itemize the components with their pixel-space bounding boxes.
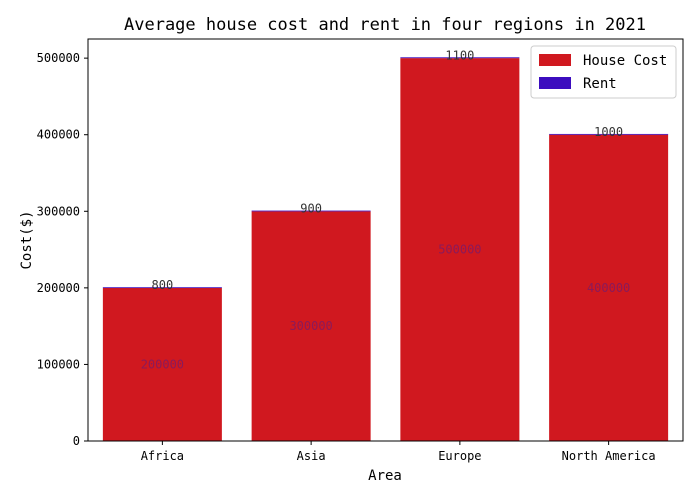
x-tick-label: Africa — [141, 449, 184, 463]
data-label-rent: 1100 — [445, 48, 474, 62]
x-tick-label: Asia — [297, 449, 326, 463]
y-tick-label: 500000 — [37, 51, 80, 65]
y-tick-label: 200000 — [37, 281, 80, 295]
data-label-rent: 900 — [300, 202, 322, 216]
bar-house-cost — [400, 58, 520, 442]
chart-title: Average house cost and rent in four regi… — [124, 15, 646, 35]
data-label-rent: 1000 — [594, 125, 623, 139]
plot-frame — [87, 38, 684, 442]
y-axis-label: Cost($) — [19, 210, 35, 269]
plot-area: 200000 800 Africa 300000 900 Asia 500000 1100 Eu… — [37, 48, 669, 463]
bar-house-cost — [102, 287, 222, 441]
bar-house-cost — [549, 134, 669, 441]
data-label-house-cost: 200000 — [141, 357, 184, 371]
y-tick-label: 0 — [73, 434, 80, 448]
bar-rent — [102, 287, 222, 289]
y-tick-label: 400000 — [37, 128, 80, 142]
bar-rent — [400, 57, 520, 59]
y-tick-label: 100000 — [37, 357, 80, 371]
legend-swatch — [539, 77, 571, 89]
y-tick-label: 300000 — [37, 204, 80, 218]
legend: House Cost Rent — [530, 45, 677, 99]
x-tick-label: North America — [562, 449, 656, 463]
x-tick-label: Europe — [438, 449, 481, 463]
data-label-rent: 800 — [152, 278, 174, 292]
data-label-house-cost: 400000 — [587, 281, 630, 295]
bar-house-cost — [251, 211, 371, 441]
legend-swatch — [539, 54, 571, 66]
legend-label: House Cost — [583, 53, 667, 69]
bar-rent — [251, 210, 371, 212]
data-label-house-cost: 500000 — [438, 243, 481, 257]
bar-rent — [549, 133, 669, 135]
legend-label: Rent — [583, 76, 617, 92]
x-axis-label: Area — [368, 468, 402, 484]
data-label-house-cost: 300000 — [289, 319, 332, 333]
